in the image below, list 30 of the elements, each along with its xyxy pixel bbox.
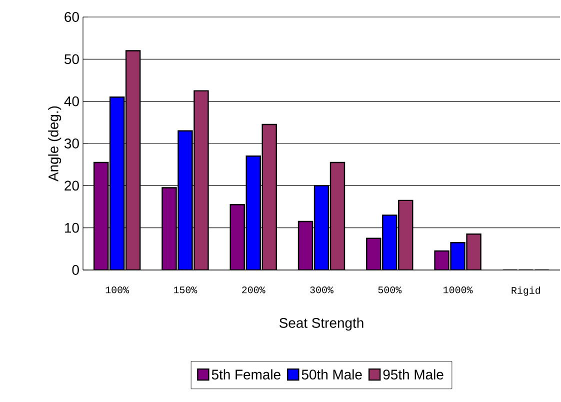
bar bbox=[94, 162, 108, 270]
x-axis-title: Seat Strength bbox=[279, 318, 364, 331]
x-tick-label: 200% bbox=[242, 286, 266, 294]
legend-label: 95th Male bbox=[383, 369, 444, 380]
legend-label: 5th Female bbox=[212, 369, 280, 380]
x-tick-label: 150% bbox=[174, 286, 198, 294]
bar bbox=[330, 162, 346, 270]
x-tick-label: 1000% bbox=[444, 286, 473, 294]
y-tick-label: 10 bbox=[65, 222, 79, 233]
y-tick-label: 20 bbox=[64, 180, 79, 191]
y-tick-label: 50 bbox=[64, 54, 79, 64]
bar bbox=[109, 96, 125, 270]
y-tick-label: 30 bbox=[64, 138, 79, 148]
bar bbox=[125, 50, 141, 270]
y-tick-label: 40 bbox=[64, 96, 79, 106]
x-tick-label: 300% bbox=[310, 286, 334, 294]
y-axis-title: Angle (deg.) bbox=[48, 106, 62, 182]
bar bbox=[246, 156, 261, 270]
x-tick-label: 100% bbox=[106, 286, 130, 294]
bar bbox=[314, 185, 330, 270]
x-tick-label: 500% bbox=[378, 286, 402, 294]
x-tick-label: Rigid bbox=[512, 286, 540, 296]
bar bbox=[398, 200, 414, 270]
y-tick-label: 60 bbox=[64, 12, 79, 22]
bar bbox=[298, 220, 314, 270]
y-tick-label: 0 bbox=[72, 265, 79, 275]
bar bbox=[230, 204, 245, 270]
bar bbox=[382, 214, 398, 270]
bar bbox=[262, 124, 277, 270]
legend-label: 50th Male bbox=[302, 369, 362, 380]
